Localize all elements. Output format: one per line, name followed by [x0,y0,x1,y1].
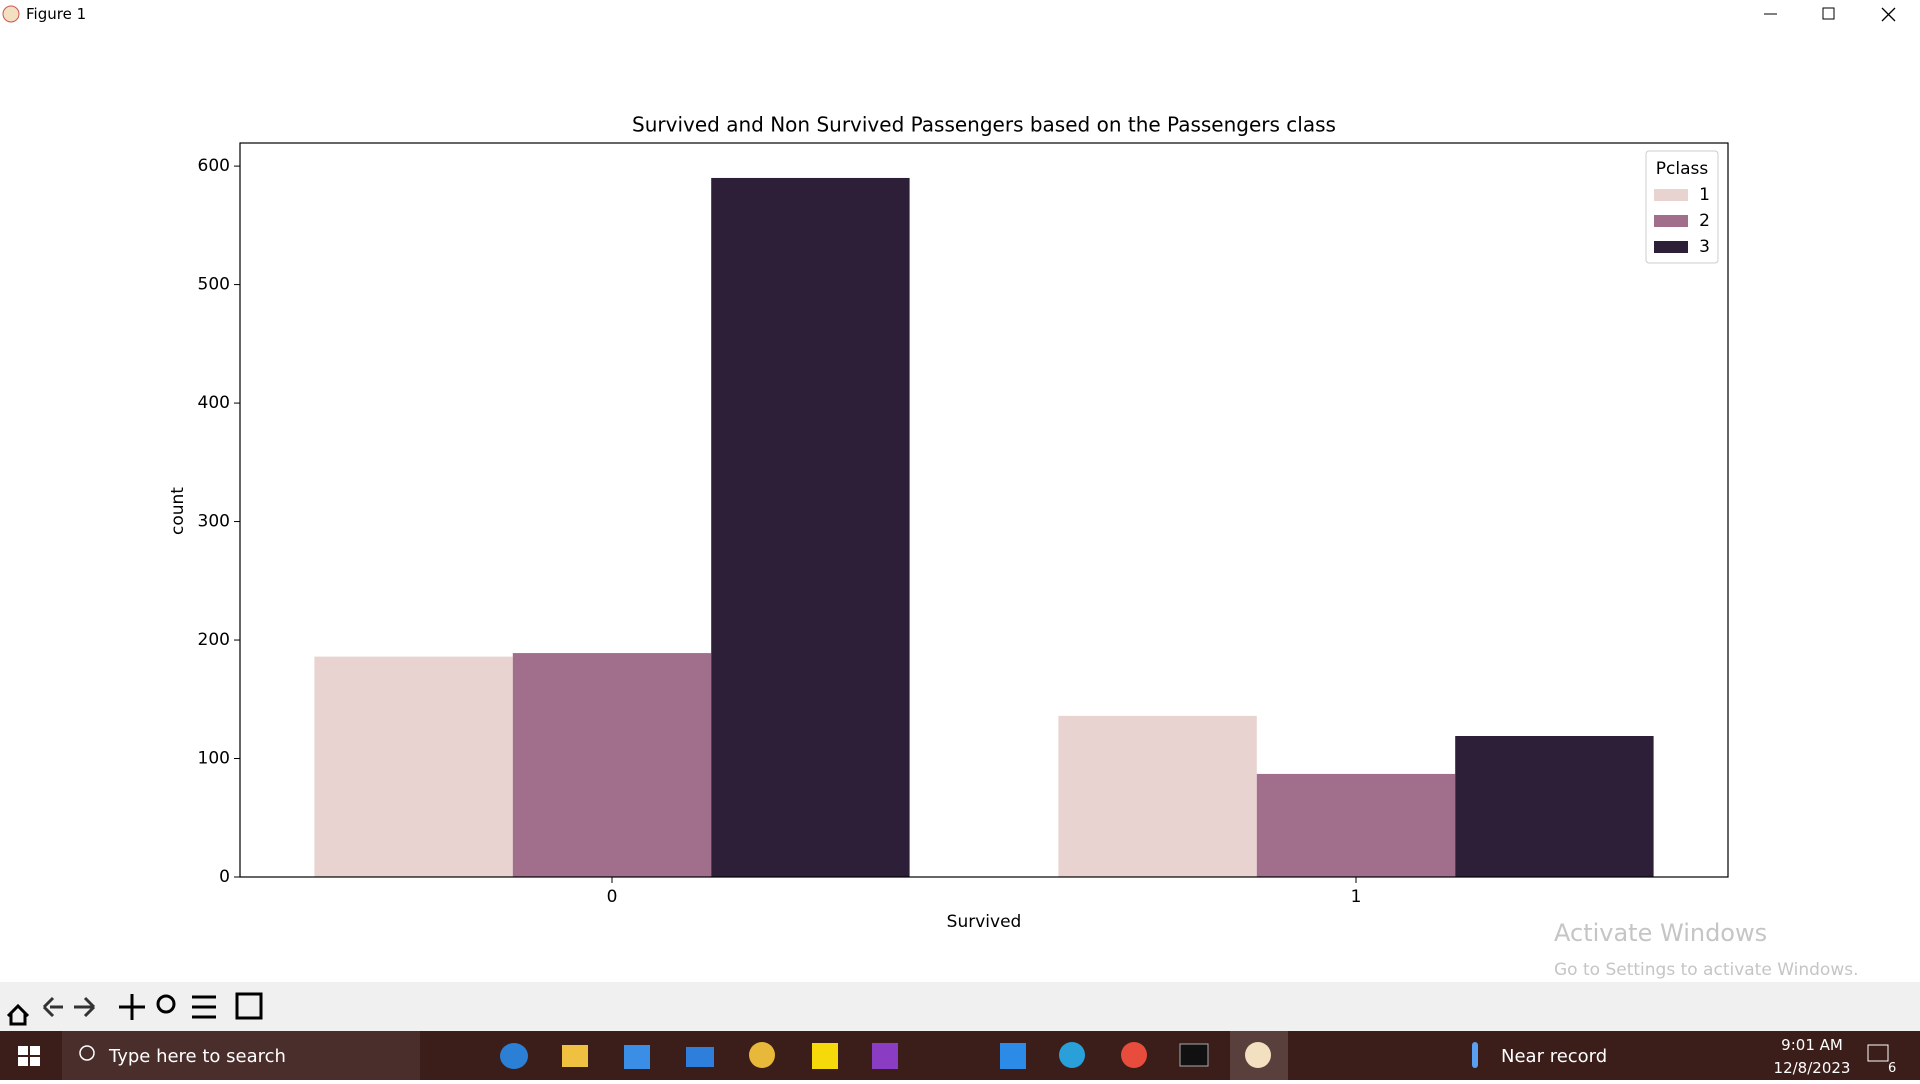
toolbar [0,982,1920,1031]
x-tick-label: 0 [607,887,618,907]
search-box[interactable] [62,1031,420,1080]
y-tick-label: 300 [198,512,230,532]
weather-text: Near record [1501,1046,1607,1067]
bar [1455,736,1654,877]
taskbar-app[interactable] [686,1047,714,1067]
maximize-button[interactable] [1822,7,1835,20]
pan-button[interactable] [119,994,145,1020]
activation-title: Activate Windows [1554,919,1767,947]
bar [512,653,712,877]
search-icon [79,1045,95,1061]
configure-button[interactable] [192,995,216,1019]
x-tick-label: 1 [1351,887,1362,907]
y-axis-label: count [168,487,188,535]
clock-time: 9:01 AM [1781,1036,1843,1054]
taskbar-app[interactable] [1179,1043,1209,1067]
app-icon [2,5,20,23]
taskbar-app[interactable] [500,1043,528,1069]
taskbar-app[interactable] [749,1042,775,1068]
notification-button[interactable] [1867,1044,1889,1062]
taskbar-app[interactable] [562,1045,588,1067]
zoom-button[interactable] [156,994,176,1014]
bar [1058,715,1257,877]
taskbar-app[interactable] [812,1043,838,1069]
taskbar-app[interactable] [1245,1042,1271,1068]
legend-box [1645,150,1719,264]
y-tick-label: 400 [198,393,230,413]
weather-icon [1472,1042,1478,1068]
taskbar-app[interactable] [1000,1043,1026,1069]
x-axis-label: Survived [947,912,1022,932]
home-button[interactable] [6,1003,30,1026]
bar [1256,773,1456,877]
clock-date: 12/8/2023 [1774,1059,1851,1077]
chart-title: Survived and Non Survived Passengers bas… [632,113,1336,137]
taskbar-app[interactable] [624,1045,650,1069]
plot-frame [239,142,1729,878]
y-tick-label: 600 [198,156,230,176]
taskbar-app[interactable] [1059,1042,1085,1068]
forward-button[interactable] [74,996,96,1018]
title-bar [0,0,1920,30]
bar [711,177,910,877]
legend-swatch [1654,215,1688,227]
y-tick-label: 500 [198,275,230,295]
legend-swatch [1654,189,1688,201]
legend-label: 2 [1699,211,1710,231]
back-button[interactable] [42,996,63,1018]
close-button[interactable] [1881,7,1896,22]
legend-label: 1 [1699,185,1710,205]
y-tick-label: 100 [198,749,230,769]
window-title: Figure 1 [26,5,86,23]
save-button[interactable] [235,992,263,1020]
y-tick-label: 0 [219,867,230,887]
bar [314,656,513,877]
taskbar-app[interactable] [872,1043,898,1069]
y-tick-label: 200 [198,630,230,650]
notification-count: 6 [1888,1061,1896,1076]
taskbar-app[interactable] [1121,1042,1147,1068]
legend-label: 3 [1699,237,1710,257]
search-placeholder: Type here to search [108,1046,286,1067]
legend-title: Pclass [1656,159,1709,179]
activation-text: Go to Settings to activate Windows. [1554,960,1859,980]
start-button[interactable] [18,1046,40,1066]
legend-swatch [1654,241,1688,253]
chart: Survived and Non Survived Passengers bas… [168,113,1729,932]
